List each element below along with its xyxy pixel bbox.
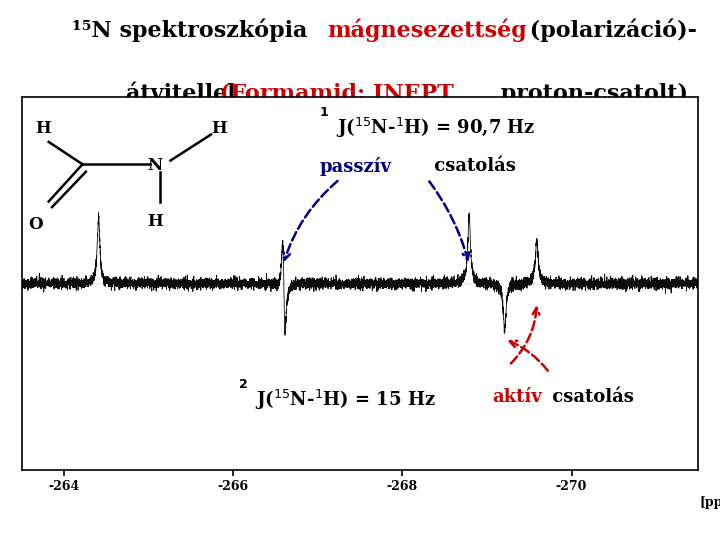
- Text: (polarizáció)-: (polarizáció)-: [522, 18, 697, 42]
- Text: H: H: [35, 119, 51, 137]
- Text: aktív: aktív: [492, 388, 541, 406]
- Text: proton-csatolt): proton-csatolt): [493, 83, 688, 105]
- Text: csatolás: csatolás: [428, 157, 516, 175]
- Text: H: H: [147, 213, 163, 230]
- Text: passzív: passzív: [320, 157, 392, 176]
- Text: (Formamid: INEPT: (Formamid: INEPT: [220, 83, 454, 105]
- Text: J($^{15}$N-$^{1}$H) = 15 Hz: J($^{15}$N-$^{1}$H) = 15 Hz: [255, 388, 436, 412]
- Text: [ppm]: [ppm]: [700, 496, 720, 509]
- Text: H: H: [211, 119, 227, 137]
- Text: csatolás: csatolás: [546, 388, 634, 406]
- Text: O: O: [28, 217, 43, 233]
- Text: mágnesezettség: mágnesezettség: [328, 18, 527, 42]
- Text: ¹⁵N spektroszkópia: ¹⁵N spektroszkópia: [72, 18, 315, 42]
- Text: N: N: [147, 157, 162, 174]
- Text: J($^{15}$N-$^{1}$H) = 90,7 Hz: J($^{15}$N-$^{1}$H) = 90,7 Hz: [336, 116, 536, 140]
- Text: átvitellel: átvitellel: [126, 83, 243, 105]
- Text: $\mathbf{^1}$: $\mathbf{^1}$: [320, 109, 330, 126]
- Text: $\mathbf{^2}$: $\mathbf{^2}$: [238, 380, 248, 399]
